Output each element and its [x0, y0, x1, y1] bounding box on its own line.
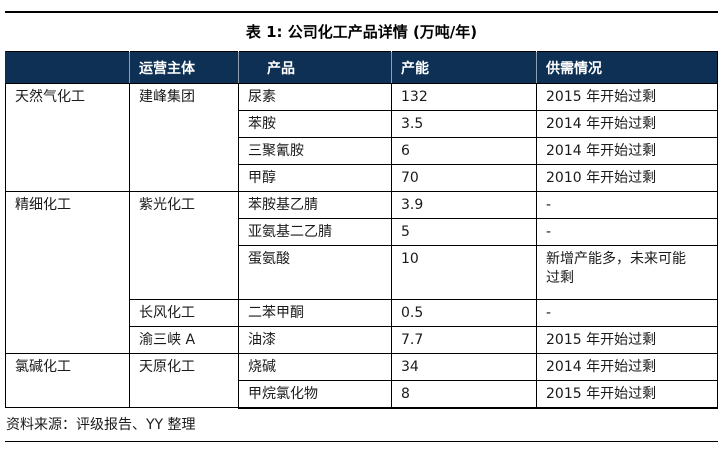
supply-cell: 2014 年开始过剩: [536, 353, 718, 381]
chemical-products-table: 运营主体 产品 产能 供需情况 天然气化工 建峰集团 尿素 132 2015 年…: [5, 51, 718, 409]
table-row: 苯胺 3.5 2014 年开始过剩: [6, 110, 718, 138]
capacity-cell: 70: [391, 164, 537, 192]
table-row: 渝三峡 A 油漆 7.7 2015 年开始过剩: [6, 326, 718, 354]
top-rule-divider: [5, 11, 718, 13]
product-cell: 甲醇: [238, 164, 392, 192]
product-cell: 二苯甲酮: [238, 299, 392, 327]
table-header: 运营主体 产品 产能 供需情况: [5, 51, 718, 84]
capacity-cell: 6: [391, 137, 537, 165]
product-cell: 甲烷氯化物: [238, 380, 392, 409]
operator-cell: 长风化工: [129, 299, 239, 327]
table-row: 亚氨基二乙腈 5 -: [6, 218, 718, 246]
header-row: 运营主体 产品 产能 供需情况: [5, 51, 718, 84]
operator-cell: 渝三峡 A: [129, 326, 239, 354]
table-row: 蛋氨酸 10 新增产能多，未来可能 过剩: [6, 245, 718, 300]
capacity-cell: 3.9: [391, 191, 537, 219]
report-page: 表 1: 公司化工产品详情 (万吨/年) 运营主体 产品 产能 供需情况 天然气…: [0, 11, 725, 442]
capacity-cell: 0.5: [391, 299, 537, 327]
table-row: 氯碱化工 天原化工 烧碱 34 2014 年开始过剩: [5, 353, 718, 408]
supply-cell: 2015 年开始过剩: [536, 326, 718, 354]
supply-cell: 2010 年开始过剩: [536, 164, 718, 192]
table-row: 甲烷氯化物 8 2015 年开始过剩: [6, 380, 718, 409]
supply-cell: 新增产能多，未来可能 过剩: [536, 245, 718, 300]
table-row: 甲醇 70 2010 年开始过剩: [6, 164, 718, 192]
bottom-rule-divider: [5, 440, 718, 442]
header-product: 产品: [238, 51, 392, 84]
supply-cell: 2014 年开始过剩: [536, 137, 718, 165]
supply-cell: -: [536, 218, 718, 246]
operator-cell: 建峰集团: [129, 83, 239, 192]
product-cell: 苯胺: [238, 110, 392, 138]
supply-cell: 2014 年开始过剩: [536, 110, 718, 138]
operator-cell: 天原化工: [129, 353, 239, 408]
source-note: 资料来源：评级报告、YY 整理: [6, 416, 196, 433]
capacity-cell: 3.5: [391, 110, 537, 138]
product-cell: 苯胺基乙腈: [238, 191, 392, 219]
table-row: 天然气化工 建峰集团 尿素 132 2015 年开始过剩: [5, 83, 718, 192]
product-cell: 三聚氰胺: [238, 137, 392, 165]
operator-cell: 紫光化工: [129, 191, 239, 300]
product-cell: 尿素: [238, 83, 392, 111]
table-row: 三聚氰胺 6 2014 年开始过剩: [6, 137, 718, 165]
header-category: [5, 51, 130, 84]
capacity-cell: 8: [391, 380, 537, 409]
supply-cell: -: [536, 191, 718, 219]
product-cell: 亚氨基二乙腈: [238, 218, 392, 246]
table-body: 天然气化工 建峰集团 尿素 132 2015 年开始过剩 苯胺 3.5 2014…: [5, 83, 718, 409]
supply-cell: -: [536, 299, 718, 327]
product-cell: 烧碱: [238, 353, 392, 381]
table-row: 长风化工 二苯甲酮 0.5 -: [6, 299, 718, 327]
product-cell: 蛋氨酸: [238, 245, 392, 300]
capacity-cell: 7.7: [391, 326, 537, 354]
table-row: 精细化工 紫光化工 苯胺基乙腈 3.9 -: [5, 191, 718, 354]
category-cell: 天然气化工: [5, 83, 130, 192]
capacity-cell: 34: [391, 353, 537, 381]
header-operator: 运营主体: [129, 51, 239, 84]
product-cell: 油漆: [238, 326, 392, 354]
table-title: 表 1: 公司化工产品详情 (万吨/年): [245, 23, 478, 41]
capacity-cell: 5: [391, 218, 537, 246]
header-supply: 供需情况: [536, 51, 718, 84]
category-cell: 氯碱化工: [5, 353, 130, 408]
supply-cell: 2015 年开始过剩: [536, 83, 718, 111]
supply-cell: 2015 年开始过剩: [536, 380, 718, 409]
header-capacity: 产能: [391, 51, 537, 84]
category-cell: 精细化工: [5, 191, 130, 354]
capacity-cell: 132: [391, 83, 537, 111]
capacity-cell: 10: [391, 245, 537, 300]
